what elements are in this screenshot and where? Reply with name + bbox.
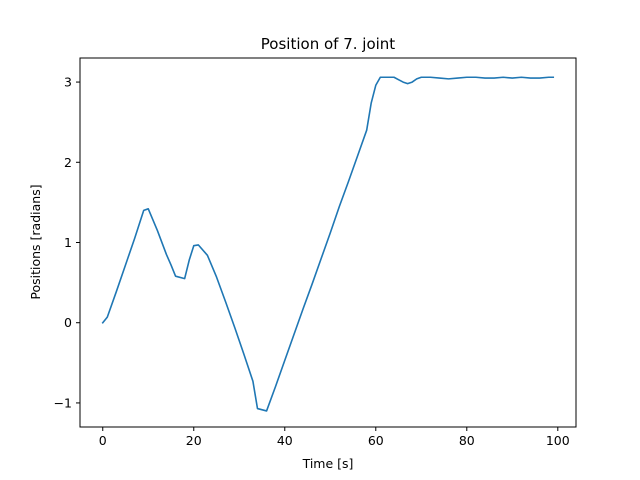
- x-tick-label: 80: [459, 433, 475, 448]
- y-axis-label: Positions [radians]: [28, 184, 43, 299]
- y-axis-ticks: −1 0 1 2 3: [54, 75, 80, 410]
- y-tick-label: 0: [64, 315, 72, 330]
- plot-area: [79, 57, 577, 428]
- x-axis-ticks: 0 20 40 60 80 100: [99, 427, 570, 448]
- x-tick-label: 40: [277, 433, 293, 448]
- x-tick-label: 20: [186, 433, 202, 448]
- x-tick-label: 0: [99, 433, 107, 448]
- y-tick-label: 1: [64, 235, 72, 250]
- x-tick-label: 60: [368, 433, 384, 448]
- y-tick-label: 2: [64, 155, 72, 170]
- chart-title: Position of 7. joint: [261, 35, 395, 53]
- x-tick-label: 100: [546, 433, 570, 448]
- y-tick-label: −1: [54, 395, 72, 410]
- x-axis-label: Time [s]: [302, 456, 354, 471]
- y-tick-label: 3: [64, 75, 72, 90]
- series-line-0: [101, 76, 555, 412]
- axes-frame: [79, 57, 577, 428]
